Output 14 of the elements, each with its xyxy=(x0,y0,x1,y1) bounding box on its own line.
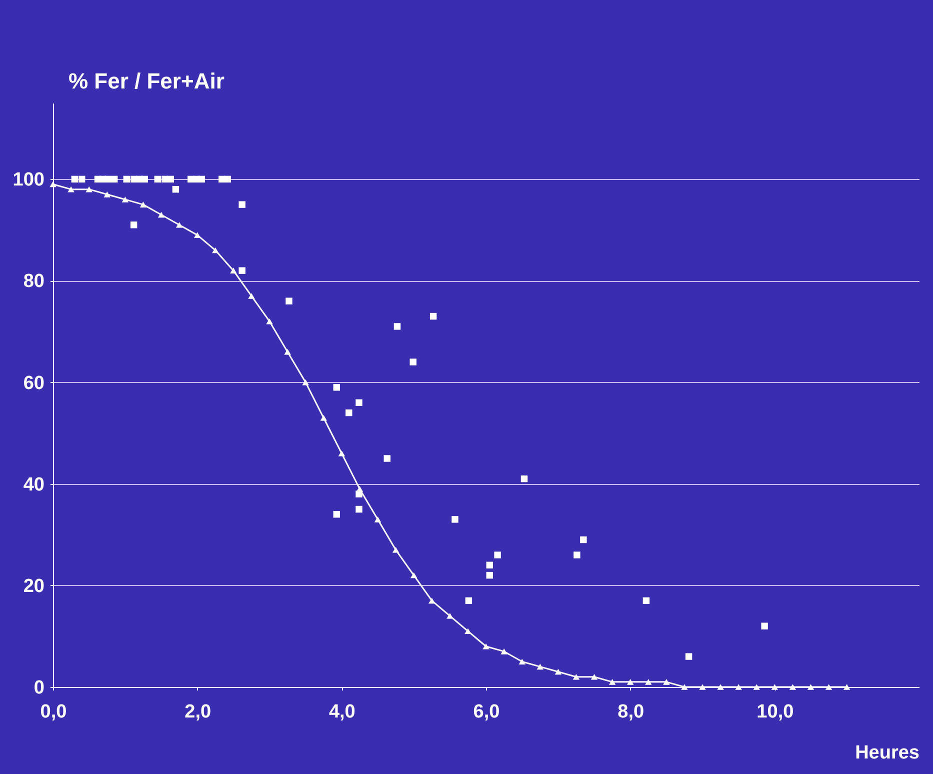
x-tick-label: 0,0 xyxy=(40,702,67,722)
y-tick-label: 0 xyxy=(34,678,44,698)
y-axis-title: % Fer / Fer+Air xyxy=(68,68,225,94)
x-tick-label: 8,0 xyxy=(618,702,644,722)
y-tick-label: 20 xyxy=(23,576,44,597)
x-tick-label: 2,0 xyxy=(184,702,212,722)
y-tick-label: 100 xyxy=(12,170,44,191)
y-tick-label: 60 xyxy=(23,372,44,394)
y-tick-label: 40 xyxy=(23,474,44,496)
y-tick-label: 80 xyxy=(23,271,44,292)
x-tick-label: 6,0 xyxy=(473,702,500,722)
x-tick-label: 4,0 xyxy=(328,702,356,722)
x-tick-label: 10,0 xyxy=(756,702,794,722)
x-axis-title: Heures xyxy=(855,742,920,764)
